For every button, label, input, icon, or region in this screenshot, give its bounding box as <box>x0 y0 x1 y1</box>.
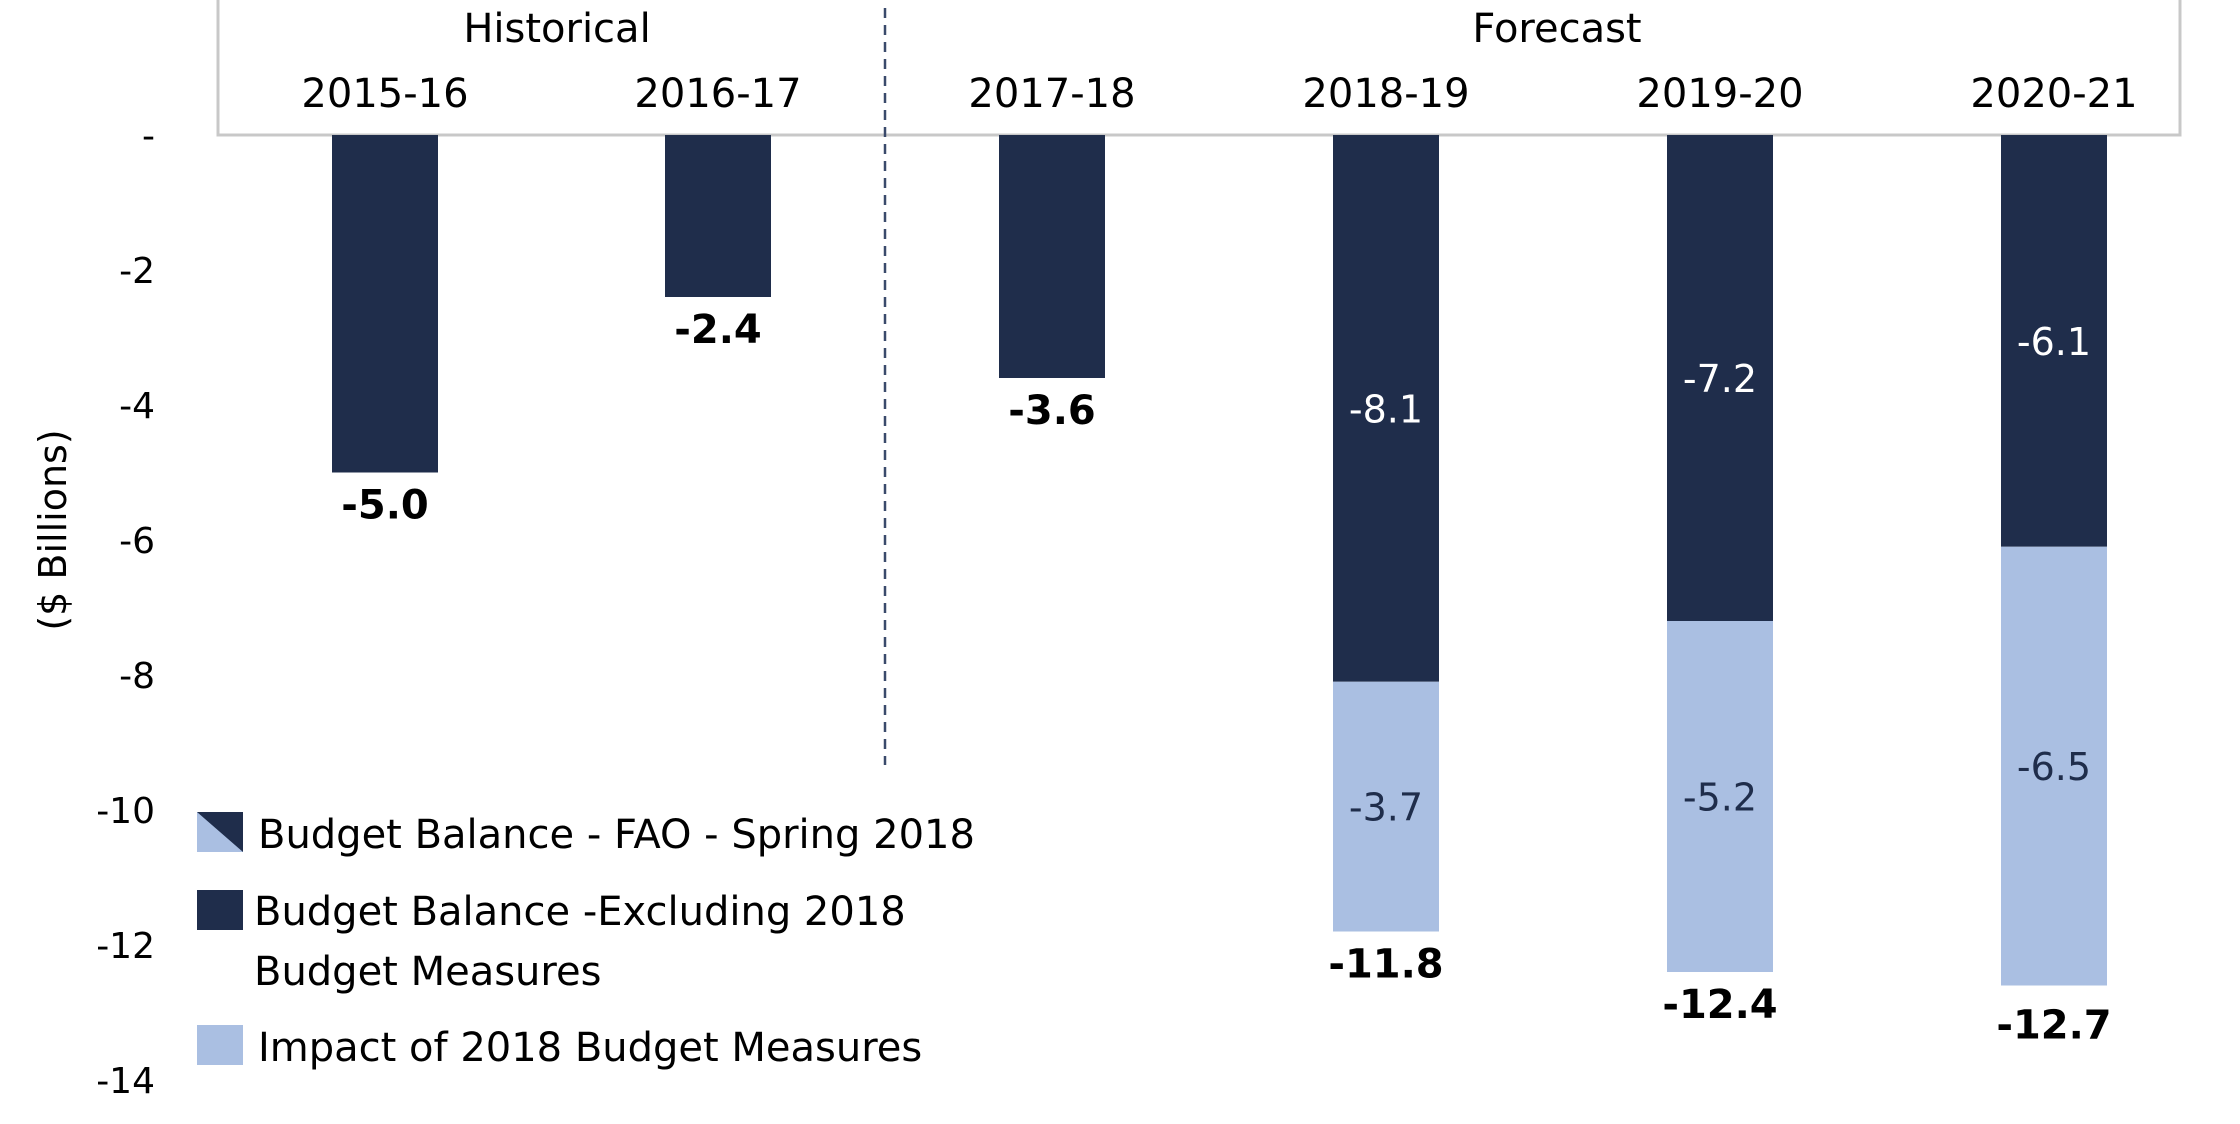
group-label-forecast: Forecast <box>1472 6 1641 52</box>
legend-label-fao: Budget Balance - FAO - Spring 2018 <box>258 812 975 858</box>
bar-excluding-measures <box>332 135 438 473</box>
bar-impact-measures <box>1333 681 1439 932</box>
segment-label-excluding: -7.2 <box>1683 357 1757 401</box>
y-tick-label: -8 <box>119 656 155 697</box>
segment-label-excluding: -6.1 <box>2017 320 2091 364</box>
bar-excluding-measures <box>1333 135 1439 682</box>
legend-swatch-fao-dark <box>197 812 243 852</box>
segment-label-impact: -5.2 <box>1683 776 1757 820</box>
bar-impact-measures <box>1667 621 1773 972</box>
segment-label-impact: -6.5 <box>2017 745 2091 789</box>
y-tick-label: -14 <box>96 1061 155 1102</box>
bar-impact-measures <box>2001 546 2107 986</box>
y-axis-ticks: - -2 -4 -6 -8 -10 -12 -14 <box>96 116 155 1102</box>
legend-label-excluding-line1: Budget Balance -Excluding 2018 <box>254 889 906 935</box>
legend-label-excluding-line2: Budget Measures <box>254 949 601 995</box>
total-label: -5.0 <box>341 483 428 529</box>
bar-excluding-measures <box>999 135 1105 378</box>
y-tick-label: -6 <box>119 521 155 562</box>
total-label: -12.7 <box>1996 1002 2111 1048</box>
header-frame <box>216 0 2182 137</box>
y-axis-title: ($ Billions) <box>31 429 75 630</box>
legend-swatch-dark <box>197 890 243 930</box>
bar-excluding-measures <box>1667 135 1773 621</box>
category-label: 2020-21 <box>1970 71 2137 117</box>
legend-item-excluding-measures: Budget Balance -Excluding 2018 Budget Me… <box>197 889 906 995</box>
category-label: 2019-20 <box>1636 71 1803 117</box>
total-label: -3.6 <box>1008 388 1095 434</box>
total-label: -2.4 <box>674 307 761 353</box>
y-tick-label: -2 <box>119 251 155 292</box>
y-tick-label: -4 <box>119 386 155 427</box>
legend-item-impact: Impact of 2018 Budget Measures <box>197 1025 922 1071</box>
category-label: 2016-17 <box>634 71 801 117</box>
category-label: 2018-19 <box>1302 71 1469 117</box>
legend-label-impact: Impact of 2018 Budget Measures <box>258 1025 922 1071</box>
y-tick-label: -10 <box>96 791 155 832</box>
category-labels-layer: 2015-16 2016-17 2017-18 2018-19 2019-20 2020-… <box>301 71 2137 117</box>
segment-label-impact: -3.7 <box>1349 786 1423 830</box>
segment-labels-layer: -8.1 -3.7 -7.2 -5.2 -6.1 -6.5 <box>1349 320 2091 830</box>
bar-excluding-measures <box>665 135 771 297</box>
bar-excluding-measures <box>2001 135 2107 547</box>
total-labels-layer: -5.0 -2.4 -3.6 -11.8 -12.4 -12.7 <box>341 307 2111 1048</box>
category-label: 2015-16 <box>301 71 468 117</box>
group-label-historical: Historical <box>463 6 650 52</box>
y-tick-label: -12 <box>96 926 155 967</box>
bars-layer <box>332 135 2107 986</box>
total-label: -11.8 <box>1328 942 1443 988</box>
legend-swatch-light <box>197 1025 243 1065</box>
segment-label-excluding: -8.1 <box>1349 387 1423 431</box>
legend-item-fao-spring-2018: Budget Balance - FAO - Spring 2018 <box>197 812 975 858</box>
category-label: 2017-18 <box>968 71 1135 117</box>
legend: Budget Balance - FAO - Spring 2018 Budge… <box>197 812 975 1071</box>
y-tick-label: - <box>142 116 155 157</box>
total-label: -12.4 <box>1662 982 1777 1028</box>
